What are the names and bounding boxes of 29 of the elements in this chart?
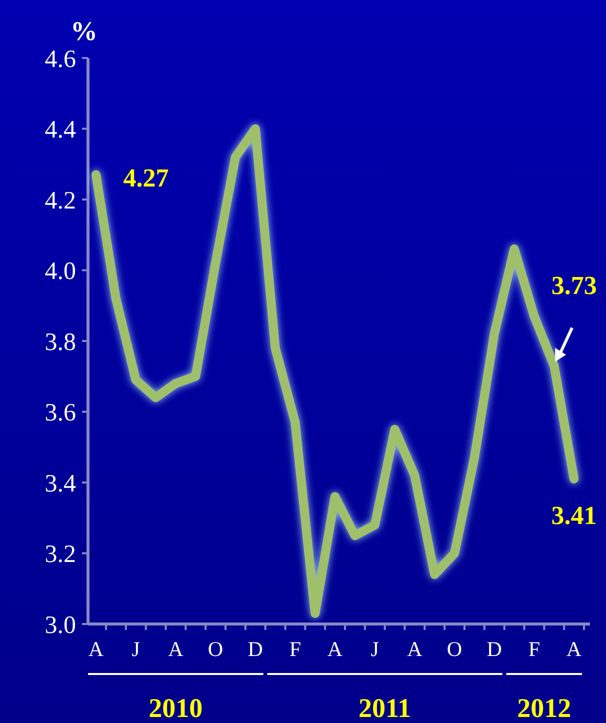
- y-tick-label: 3.0: [44, 612, 76, 639]
- x-tick-label: A: [566, 637, 582, 661]
- x-tick-label: A: [327, 637, 344, 661]
- x-tick-label: F: [528, 637, 540, 661]
- x-tick-label: A: [88, 637, 104, 661]
- text: 2012: [517, 693, 572, 723]
- y-axis-title: %: [70, 16, 98, 46]
- x-tick-label: A: [407, 637, 424, 661]
- x-tick-label: A: [168, 637, 184, 661]
- y-tick-label: 3.8: [44, 328, 76, 356]
- x-tick-label: O: [208, 637, 224, 661]
- x-tick-label: J: [370, 637, 379, 661]
- data-label: 3.41: [551, 500, 597, 530]
- x-tick-label: D: [486, 637, 502, 661]
- x-tick-label: J: [132, 637, 140, 661]
- y-tick-label: 4.4: [44, 116, 76, 144]
- x-tick-label: D: [248, 637, 263, 661]
- x-tick-label: O: [446, 637, 462, 661]
- y-tick-label: 3.6: [44, 400, 76, 426]
- data-label: 3.73: [551, 270, 597, 300]
- y-tick-label: 4.6: [44, 46, 76, 73]
- text: 2010: [148, 693, 203, 723]
- y-tick-label: 3.2: [44, 541, 76, 568]
- y-tick-label: 3.4: [44, 470, 76, 498]
- y-tick-label: 4.2: [44, 187, 76, 214]
- x-tick-label: F: [289, 637, 302, 661]
- data-label: 4.27: [123, 164, 169, 193]
- text: 2011: [358, 693, 412, 723]
- y-tick-label: 4.0: [44, 258, 76, 285]
